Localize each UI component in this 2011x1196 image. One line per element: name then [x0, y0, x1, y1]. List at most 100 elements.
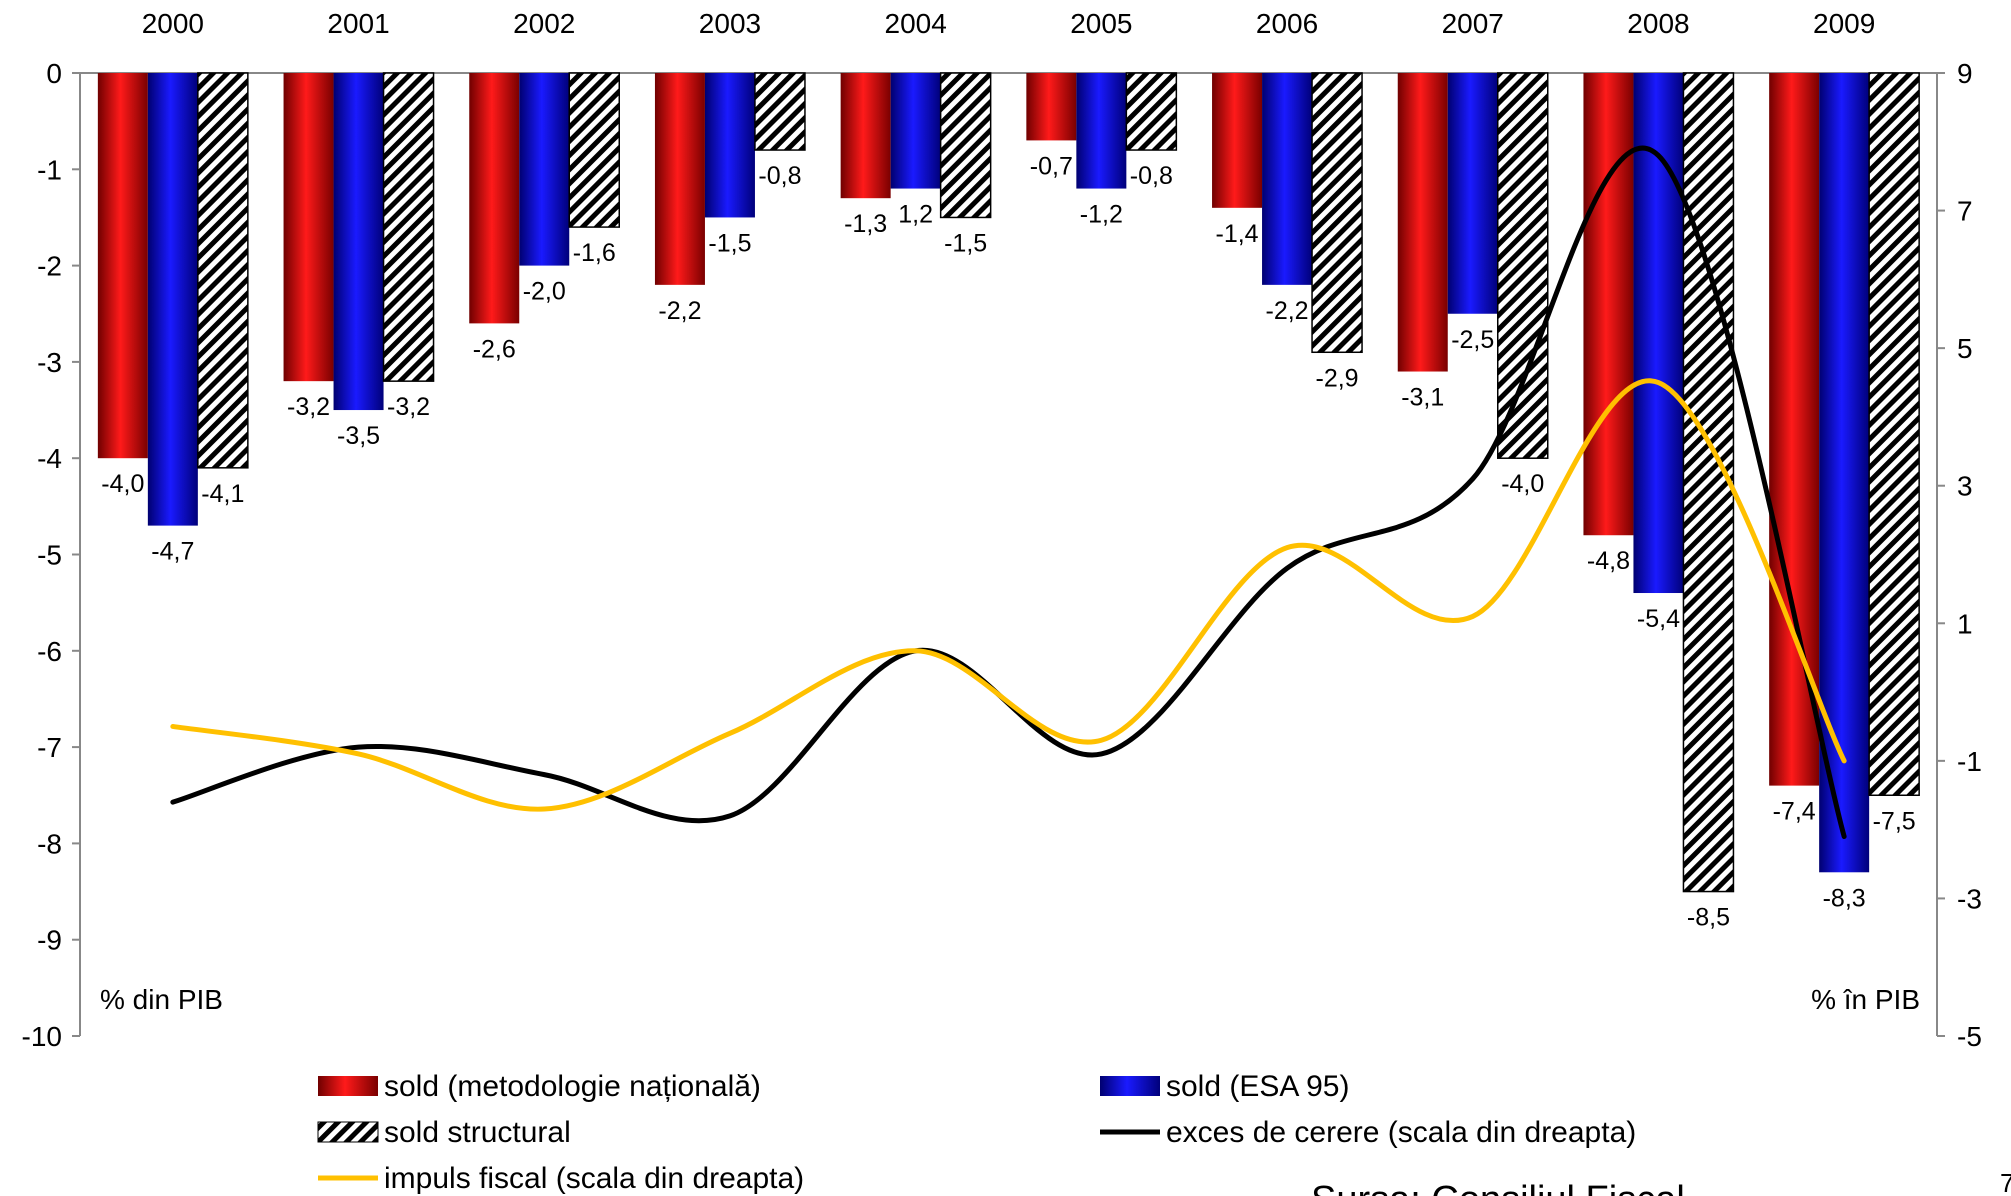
- y2-tick-label: -5: [1957, 1021, 1982, 1052]
- value-label: -4,8: [1587, 547, 1630, 575]
- bar: [1819, 73, 1870, 873]
- value-label: -2,6: [473, 335, 516, 363]
- legend-swatch: [318, 1076, 378, 1096]
- value-label: -4,0: [1501, 470, 1544, 498]
- bar: [1125, 72, 1178, 151]
- value-label: -2,0: [523, 278, 566, 306]
- y-tick-label: -3: [37, 347, 62, 378]
- source: Sursa: Consiliul Fiscal: [1311, 1179, 1685, 1196]
- bar: [1583, 73, 1634, 536]
- bar: [382, 72, 435, 382]
- x-tick-label: 2009: [1813, 8, 1875, 39]
- x-tick-label: 2003: [699, 8, 761, 39]
- bar: [1682, 72, 1735, 893]
- value-label: -3,2: [387, 393, 430, 421]
- value-label: -5,4: [1637, 605, 1680, 633]
- y-axis-label: % din PIB: [100, 984, 223, 1015]
- x-tick-label: 2004: [885, 8, 947, 39]
- bar: [840, 73, 891, 199]
- x-tick-label: 2008: [1627, 8, 1689, 39]
- value-label: -4,1: [201, 480, 244, 508]
- legend-label: sold structural: [384, 1116, 571, 1149]
- y-tick-label: 0: [46, 58, 62, 89]
- x-tick-label: 2005: [1070, 8, 1132, 39]
- value-label: -7,4: [1773, 798, 1816, 826]
- legend-label: sold (ESA 95): [1166, 1070, 1349, 1103]
- y-tick-label: -10: [22, 1021, 62, 1052]
- y-tick-label: -7: [37, 732, 62, 763]
- legend-label: sold (metodologie națională): [384, 1070, 761, 1103]
- value-label: -1,5: [708, 229, 751, 257]
- y2-tick-label: 7: [1957, 196, 1973, 227]
- y-tick-label: -5: [37, 540, 62, 571]
- value-label: -1,4: [1216, 220, 1259, 248]
- bar: [519, 73, 570, 266]
- value-label: -2,9: [1316, 364, 1359, 392]
- y2-tick-label: 5: [1957, 333, 1973, 364]
- value-label: -1,3: [844, 210, 887, 238]
- value-label: -0,8: [758, 162, 801, 190]
- page-number: 7: [2000, 1168, 2011, 1196]
- value-label: -2,5: [1451, 326, 1494, 354]
- bar: [654, 73, 705, 285]
- bar: [1076, 73, 1127, 189]
- y2-tick-label: -3: [1957, 883, 1982, 914]
- bar: [333, 73, 384, 411]
- y-tick-label: -4: [37, 443, 62, 474]
- value-label: -7,5: [1873, 807, 1916, 835]
- y-tick-label: -6: [37, 636, 62, 667]
- x-tick-label: 2007: [1442, 8, 1504, 39]
- value-label: -2,2: [658, 297, 701, 325]
- bar: [1497, 72, 1549, 459]
- bar: [704, 73, 755, 218]
- value-label: -1,2: [1080, 201, 1123, 229]
- value-label: -0,7: [1030, 152, 1073, 180]
- value-label: -3,2: [287, 393, 330, 421]
- bar: [1769, 73, 1820, 786]
- value-label: -4,7: [151, 538, 194, 566]
- bar: [147, 73, 198, 526]
- y-tick-label: -1: [37, 154, 62, 185]
- bar: [1633, 73, 1684, 594]
- x-tick-label: 2000: [142, 8, 204, 39]
- bar: [197, 72, 249, 469]
- value-label: -3,1: [1401, 384, 1444, 412]
- value-label: 1,2: [898, 201, 933, 229]
- bar: [1447, 73, 1498, 314]
- x-tick-label: 2002: [513, 8, 575, 39]
- bar: [283, 73, 334, 382]
- legend-label: impuls fiscal (scala din dreapta): [384, 1162, 804, 1195]
- bar: [1311, 72, 1363, 354]
- value-label: -0,8: [1130, 162, 1173, 190]
- bar: [1868, 72, 1920, 796]
- bar: [754, 72, 806, 151]
- y2-tick-label: 9: [1957, 58, 1973, 89]
- y-tick-label: -9: [37, 925, 62, 956]
- y2-tick-label: 1: [1957, 608, 1973, 639]
- value-label: -1,5: [944, 229, 987, 257]
- value-label: -8,3: [1823, 884, 1866, 912]
- x-tick-label: 2006: [1256, 8, 1318, 39]
- bar: [1026, 73, 1077, 141]
- value-label: -8,5: [1687, 904, 1730, 932]
- bar: [1397, 73, 1448, 372]
- legend-swatch: [317, 1121, 379, 1143]
- bar: [568, 72, 620, 228]
- value-label: -3,5: [337, 422, 380, 450]
- line: [170, 378, 1847, 812]
- y2-axis-label: % în PIB: [1811, 984, 1920, 1015]
- x-tick-label: 2001: [327, 8, 389, 39]
- legend-swatch: [1100, 1076, 1160, 1096]
- value-label: -1,6: [573, 239, 616, 267]
- y-tick-label: -2: [37, 251, 62, 282]
- bar: [1262, 73, 1313, 285]
- value-label: -2,2: [1266, 297, 1309, 325]
- y-tick-label: -8: [37, 828, 62, 859]
- line: [170, 145, 1847, 840]
- y2-tick-label: -1: [1957, 746, 1982, 777]
- bar: [939, 72, 992, 219]
- bar: [1212, 73, 1263, 208]
- legend-label: exces de cerere (scala din dreapta): [1166, 1116, 1636, 1149]
